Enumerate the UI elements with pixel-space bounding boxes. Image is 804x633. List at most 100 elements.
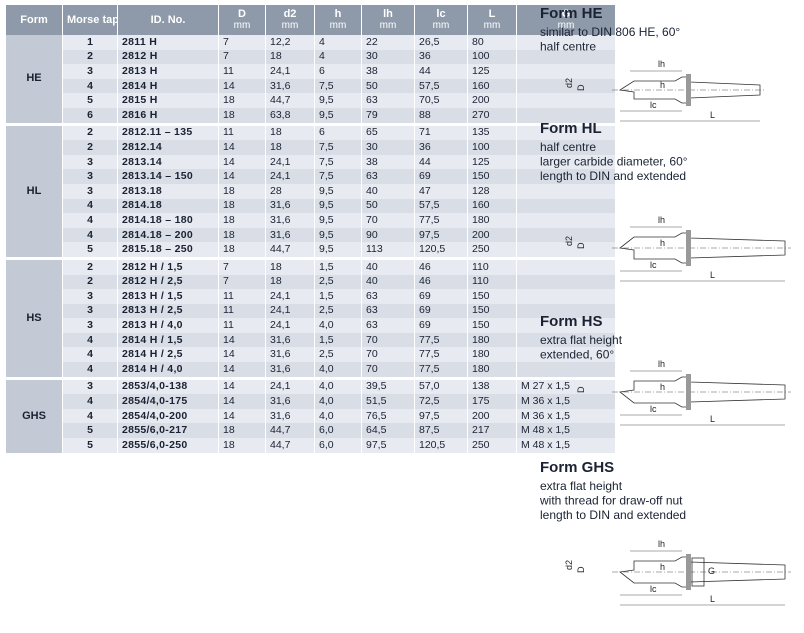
table-cell: 77,5 <box>414 347 468 363</box>
table-cell: 2812 H / 1,5 <box>117 259 219 275</box>
form-title: Form HE <box>540 5 603 22</box>
form-description: extra flat height <box>540 333 623 347</box>
table-cell: 2811 H <box>117 35 219 50</box>
dimension-label: lc <box>650 404 657 414</box>
table-cell: 64,5 <box>361 423 415 439</box>
table-cell: 12,2 <box>265 35 315 50</box>
table-cell: 69 <box>414 169 468 184</box>
empty-cell <box>516 107 616 123</box>
table-cell: 57,5 <box>414 78 468 94</box>
table-cell: 24,1 <box>265 64 315 79</box>
table-cell: 30 <box>361 140 415 155</box>
column-header: d2 mm <box>265 5 315 35</box>
table-cell: 31,6 <box>265 332 315 348</box>
table-cell: 135 <box>467 125 517 141</box>
form-description: half centre <box>540 140 596 154</box>
form-description: larger carbide diameter, 60° <box>540 155 688 169</box>
table-cell: 18 <box>265 140 315 155</box>
table-cell: 4,0 <box>314 408 362 424</box>
table-row: 4 2814 H / 1,5 14 31,6 1,5 70 77,5 180 <box>6 332 616 348</box>
empty-cell <box>516 332 616 348</box>
table-cell: 63 <box>361 303 415 319</box>
tool-drawing: lh h d2 Dlc L <box>564 215 791 282</box>
table-cell: 6 <box>62 107 118 123</box>
empty-cell <box>516 303 616 319</box>
table-cell: 6,0 <box>314 423 362 439</box>
table-cell: 24,1 <box>265 289 315 304</box>
table-cell: 63 <box>361 169 415 184</box>
dimension-label: d2 <box>564 236 574 246</box>
table-cell: 9,5 <box>314 93 362 108</box>
form-description: similar to DIN 806 HE, 60° <box>540 25 680 39</box>
empty-cell <box>516 347 616 363</box>
table-cell: 18 <box>218 227 266 243</box>
form-title: Form GHS <box>540 459 614 476</box>
group-gap <box>5 376 616 380</box>
table-cell: 4,0 <box>314 318 362 333</box>
table-cell: 87,5 <box>414 423 468 439</box>
table-cell: 36 <box>414 140 468 155</box>
dimension-label: d2 <box>564 78 574 88</box>
table-cell: 18 <box>265 49 315 65</box>
table-cell: 63 <box>361 93 415 108</box>
table-cell: 6,0 <box>314 438 362 453</box>
table-row: 3 2813 H / 2,5 11 24,1 2,5 63 69 150 <box>6 303 616 319</box>
form-cell: HL <box>5 125 63 257</box>
empty-cell <box>516 125 616 141</box>
table-cell: 2815.18 – 250 <box>117 242 219 257</box>
table-cell: 250 <box>467 242 517 257</box>
table-cell: 3 <box>62 303 118 319</box>
empty-cell <box>516 140 616 155</box>
empty-cell <box>516 318 616 333</box>
table-cell: 72,5 <box>414 394 468 409</box>
dimension-label: h <box>660 382 665 392</box>
table-cell: 250 <box>467 438 517 453</box>
table-cell: 97,5 <box>414 408 468 424</box>
table-cell: 31,6 <box>265 362 315 377</box>
table-cell: 2814 H / 4,0 <box>117 362 219 377</box>
table-cell: 31,6 <box>265 198 315 214</box>
table-cell: 1,5 <box>314 289 362 304</box>
table-cell: 3 <box>62 64 118 79</box>
table-row: HL 2 2812.11 – 135 11 18 6 65 71 135 <box>5 125 616 257</box>
table-cell: 7,5 <box>314 169 362 184</box>
empty-cell <box>516 259 616 275</box>
form-title: Form HS <box>540 313 603 330</box>
table-cell: 14 <box>218 394 266 409</box>
table-cell: 57,5 <box>414 198 468 214</box>
table-cell: 110 <box>467 259 517 275</box>
table-cell: 4,0 <box>314 394 362 409</box>
empty-cell <box>516 154 616 170</box>
table-cell: 7 <box>218 35 266 50</box>
table-cell: 18 <box>218 107 266 123</box>
table-cell: 1,5 <box>314 332 362 348</box>
table-cell: 69 <box>414 318 468 333</box>
table-cell: 18 <box>265 274 315 290</box>
table-cell: 2814.18 <box>117 198 219 214</box>
table-cell: 5 <box>62 242 118 257</box>
dimension-label: lh <box>658 539 665 549</box>
table-cell: 14 <box>218 379 266 395</box>
table-cell: 5 <box>62 423 118 439</box>
table-cell: 2812.11 – 135 <box>117 125 219 141</box>
table-cell: 18 <box>218 213 266 228</box>
table-cell: 2 <box>62 259 118 275</box>
table-cell: 31,6 <box>265 408 315 424</box>
table-cell: 2814 H / 2,5 <box>117 347 219 363</box>
table-cell: M 36 x 1,5 <box>516 394 616 409</box>
table-row: 5 2815.18 – 250 18 44,7 9,5 113 120,5 250 <box>6 242 616 257</box>
table-cell: 9,5 <box>314 242 362 257</box>
table-cell: 2812 H <box>117 49 219 65</box>
empty-cell <box>516 49 616 65</box>
table-cell: 14 <box>218 332 266 348</box>
table-cell: 31,6 <box>265 394 315 409</box>
dimension-label: L <box>710 270 715 280</box>
table-cell: 11 <box>218 64 266 79</box>
table-cell: 36 <box>414 49 468 65</box>
empty-cell <box>516 198 616 214</box>
table-cell: 44,7 <box>265 438 315 453</box>
form-cell: HS <box>5 259 63 377</box>
table-cell: 50 <box>361 78 415 94</box>
